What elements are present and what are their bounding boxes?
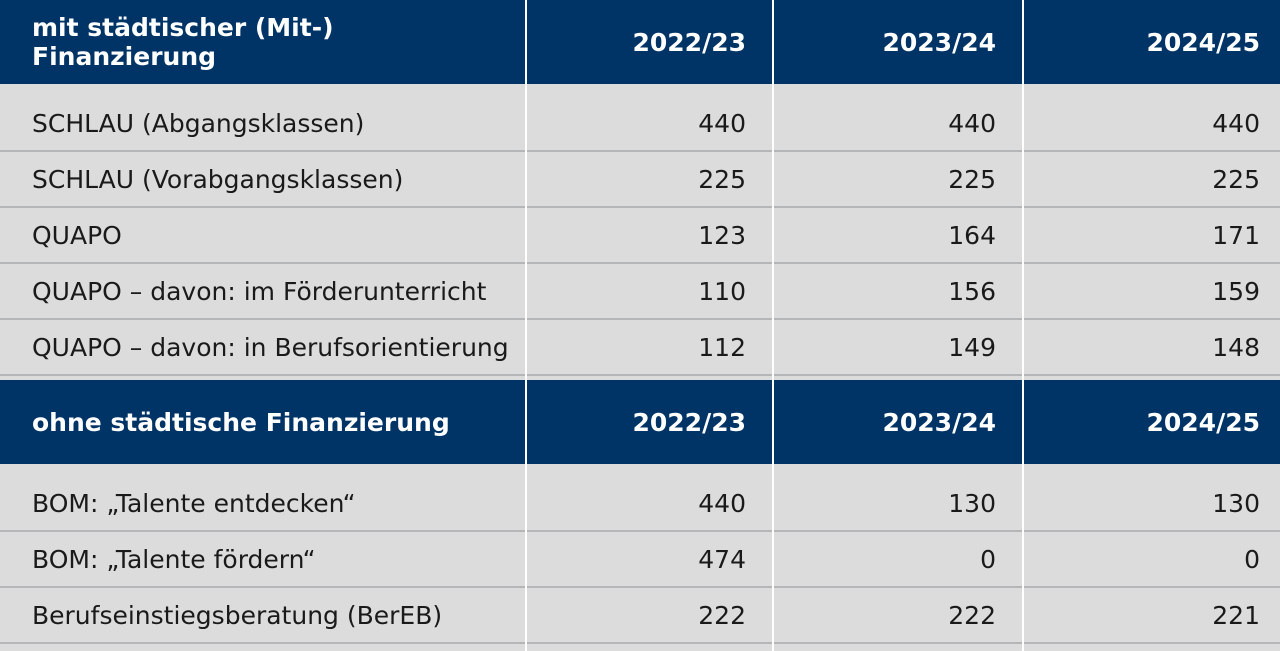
value-cell: 112 <box>527 320 772 376</box>
label-column: BOM: „Talente entdecken“ BOM: „Talente f… <box>0 464 525 651</box>
section-body: SCHLAU (Abgangsklassen) SCHLAU (Vorabgan… <box>0 84 1280 380</box>
year-header: 2023/24 <box>774 0 1022 84</box>
value-cell: 159 <box>1024 264 1280 320</box>
section-body: BOM: „Talente entdecken“ BOM: „Talente f… <box>0 464 1280 651</box>
value-column-2024-25: 440 225 171 159 148 <box>1024 84 1280 380</box>
value-cell: 130 <box>774 476 1022 532</box>
value-cell: 440 <box>527 96 772 152</box>
section-without-city-funding: ohne städtische Finanzierung 2022/23 202… <box>0 380 1280 651</box>
year-header: 2024/25 <box>1024 0 1280 84</box>
value-cell: 156 <box>774 264 1022 320</box>
value-cell: 130 <box>1024 476 1280 532</box>
value-cell: 440 <box>527 476 772 532</box>
row-label: QUAPO <box>0 208 525 264</box>
value-cell: 222 <box>774 588 1022 644</box>
value-cell: 225 <box>527 152 772 208</box>
value-column-2023-24: 130 0 222 <box>774 464 1022 651</box>
value-cell: 474 <box>527 532 772 588</box>
label-column: SCHLAU (Abgangsklassen) SCHLAU (Vorabgan… <box>0 84 525 380</box>
year-header: 2023/24 <box>774 380 1022 464</box>
value-cell: 123 <box>527 208 772 264</box>
value-column-2022-23: 440 225 123 110 112 <box>527 84 772 380</box>
value-cell: 148 <box>1024 320 1280 376</box>
section-title: ohne städtische Finanzierung <box>0 380 525 464</box>
year-header: 2022/23 <box>527 0 772 84</box>
section-title: mit städtischer (Mit-) Finanzierung <box>0 0 525 84</box>
row-label: BOM: „Talente entdecken“ <box>0 476 525 532</box>
year-header: 2024/25 <box>1024 380 1280 464</box>
row-label: QUAPO – davon: im Förderunterricht <box>0 264 525 320</box>
value-cell: 0 <box>1024 532 1280 588</box>
row-label: SCHLAU (Vorabgangsklassen) <box>0 152 525 208</box>
value-cell: 440 <box>774 96 1022 152</box>
value-cell: 164 <box>774 208 1022 264</box>
section-header: ohne städtische Finanzierung 2022/23 202… <box>0 380 1280 464</box>
row-label: Berufseinstiegsberatung (BerEB) <box>0 588 525 644</box>
value-column-2023-24: 440 225 164 156 149 <box>774 84 1022 380</box>
row-label: QUAPO – davon: in Berufsorientierung <box>0 320 525 376</box>
value-cell: 110 <box>527 264 772 320</box>
section-header: mit städtischer (Mit-) Finanzierung 2022… <box>0 0 1280 84</box>
value-column-2024-25: 130 0 221 <box>1024 464 1280 651</box>
value-cell: 149 <box>774 320 1022 376</box>
value-column-2022-23: 440 474 222 <box>527 464 772 651</box>
value-cell: 171 <box>1024 208 1280 264</box>
value-cell: 221 <box>1024 588 1280 644</box>
year-header: 2022/23 <box>527 380 772 464</box>
value-cell: 0 <box>774 532 1022 588</box>
section-with-city-funding: mit städtischer (Mit-) Finanzierung 2022… <box>0 0 1280 380</box>
value-cell: 440 <box>1024 96 1280 152</box>
value-cell: 225 <box>1024 152 1280 208</box>
value-cell: 222 <box>527 588 772 644</box>
row-label: BOM: „Talente fördern“ <box>0 532 525 588</box>
value-cell: 225 <box>774 152 1022 208</box>
row-label: SCHLAU (Abgangsklassen) <box>0 96 525 152</box>
